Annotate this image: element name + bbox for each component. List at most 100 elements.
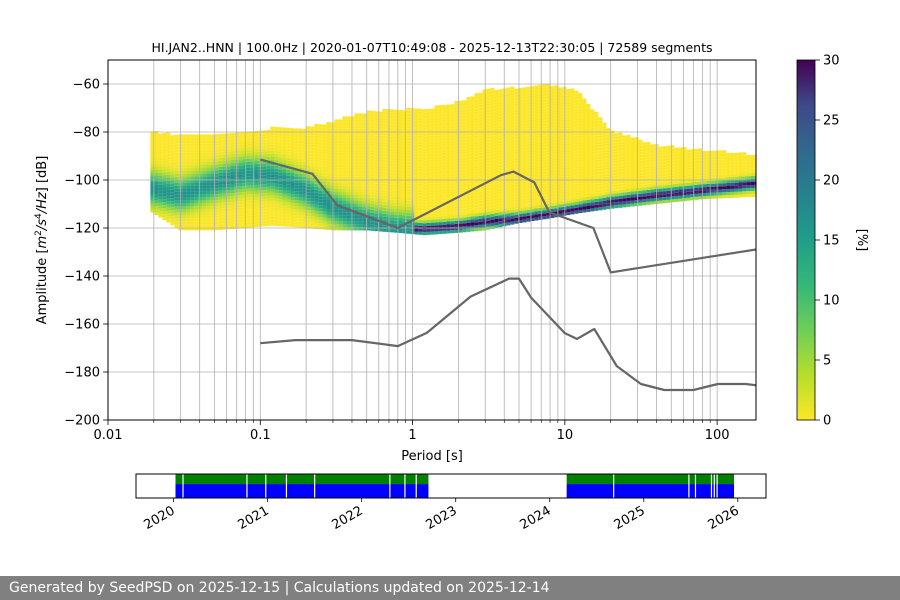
density-cell xyxy=(734,167,739,171)
density-cell xyxy=(566,107,571,111)
density-cell xyxy=(346,188,351,192)
density-cell xyxy=(394,151,399,155)
density-cell xyxy=(430,144,435,148)
density-cell xyxy=(530,218,535,222)
density-cell xyxy=(370,176,375,180)
density-cell xyxy=(518,190,523,193)
density-cell xyxy=(550,152,555,155)
density-cell xyxy=(278,211,283,215)
density-cell xyxy=(642,172,647,176)
density-cell xyxy=(418,198,423,202)
density-cell xyxy=(734,191,739,195)
density-cell xyxy=(298,164,303,168)
density-cell xyxy=(262,199,267,203)
density-cell xyxy=(334,131,339,135)
density-cell xyxy=(402,110,407,114)
density-cell xyxy=(222,175,227,179)
density-cell xyxy=(386,115,391,119)
density-cell xyxy=(510,185,515,189)
density-cell xyxy=(238,174,243,178)
density-cell xyxy=(466,153,471,157)
density-cell xyxy=(602,155,607,159)
density-cell xyxy=(158,154,163,158)
density-cell xyxy=(346,182,351,186)
density-cell xyxy=(286,133,291,137)
density-cell xyxy=(698,187,703,191)
density-cell xyxy=(498,191,503,195)
density-cell xyxy=(162,148,167,152)
density-cell xyxy=(562,104,567,108)
density-cell xyxy=(374,198,379,202)
density-cell xyxy=(210,182,215,186)
density-cell xyxy=(498,155,503,159)
density-cell xyxy=(218,202,223,206)
density-cell xyxy=(474,177,479,181)
density-cell xyxy=(454,190,459,194)
density-cell xyxy=(518,142,523,145)
density-cell xyxy=(538,147,543,151)
density-cell xyxy=(486,160,491,164)
density-cell xyxy=(322,163,327,167)
density-cell xyxy=(334,179,339,183)
density-cell xyxy=(614,133,619,137)
density-cell xyxy=(402,155,407,159)
density-cell xyxy=(478,152,483,156)
density-cell xyxy=(470,114,475,118)
density-cell xyxy=(718,168,723,172)
density-cell xyxy=(610,181,615,185)
density-cell xyxy=(458,118,463,122)
density-cell xyxy=(534,217,539,221)
density-cell xyxy=(526,179,531,183)
density-cell xyxy=(602,152,607,156)
density-cell xyxy=(742,167,747,171)
density-cell xyxy=(726,186,731,189)
density-cell xyxy=(266,219,271,223)
density-cell xyxy=(302,143,307,147)
density-cell xyxy=(718,159,723,163)
density-cell xyxy=(226,157,231,161)
density-cell xyxy=(254,218,259,221)
density-cell xyxy=(182,146,187,150)
density-cell xyxy=(530,161,535,165)
density-cell xyxy=(678,171,683,175)
density-cell xyxy=(194,158,199,162)
density-cell xyxy=(186,206,191,210)
density-cell xyxy=(298,224,303,228)
density-cell xyxy=(518,169,523,172)
density-cell xyxy=(294,212,299,216)
density-cell xyxy=(450,152,455,156)
density-cell xyxy=(250,221,255,225)
density-cell xyxy=(302,194,307,198)
density-cell xyxy=(574,135,579,139)
density-cell xyxy=(566,188,571,192)
density-cell xyxy=(446,209,451,213)
density-cell xyxy=(578,93,583,97)
density-cell xyxy=(434,216,439,220)
density-cell xyxy=(554,169,559,173)
density-cell xyxy=(242,153,247,157)
density-cell xyxy=(286,175,291,179)
density-cell xyxy=(354,170,359,174)
density-cell xyxy=(238,183,243,187)
density-cell xyxy=(354,116,359,120)
density-cell xyxy=(538,123,543,127)
density-cell xyxy=(614,196,619,200)
density-cell xyxy=(510,110,515,114)
density-cell xyxy=(422,190,427,194)
density-cell xyxy=(482,194,487,198)
density-cell xyxy=(494,99,499,102)
density-cell xyxy=(350,206,355,210)
density-cell xyxy=(642,181,647,185)
density-cell xyxy=(158,175,163,179)
density-cell xyxy=(394,142,399,146)
density-cell xyxy=(646,174,651,178)
density-cell xyxy=(682,156,687,160)
density-cell xyxy=(158,193,163,197)
density-cell xyxy=(506,129,511,133)
density-cell xyxy=(602,206,607,210)
density-cell xyxy=(486,136,491,140)
density-cell xyxy=(222,223,227,227)
density-cell xyxy=(514,175,519,179)
density-cell xyxy=(358,188,363,192)
density-cell xyxy=(466,138,471,142)
